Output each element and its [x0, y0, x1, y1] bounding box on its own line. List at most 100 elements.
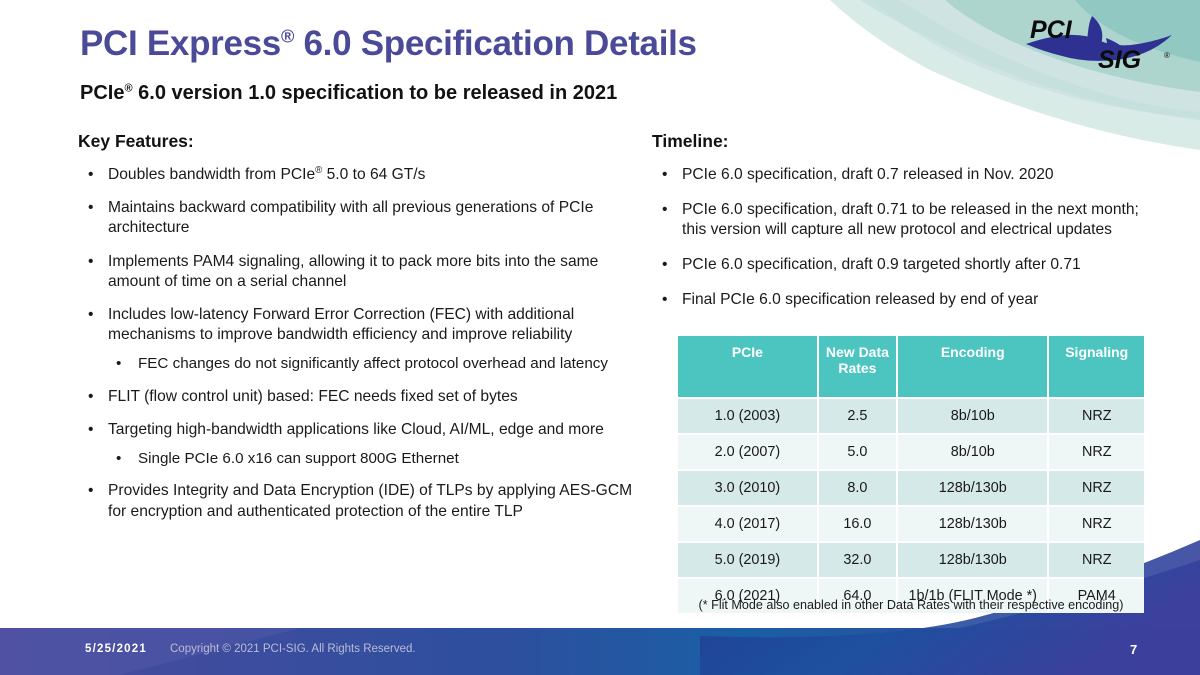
- sub-list-item-text: FEC changes do not significantly affect …: [138, 354, 608, 372]
- logo-registered-icon: ®: [1164, 51, 1170, 60]
- table-header-row: PCIe New Data Rates Encoding Signaling: [678, 336, 1144, 398]
- key-features-column: Key Features: • Doubles bandwidth from P…: [78, 131, 638, 535]
- bullet-icon: •: [88, 166, 94, 183]
- cell-data-rate: 2.5: [817, 397, 899, 434]
- cell-encoding: 1b/1b (FLIT Mode *): [897, 577, 1050, 613]
- bullet-icon: •: [662, 166, 668, 183]
- logo-pci-text: PCI: [1030, 16, 1073, 44]
- table-row: 5.0 (2019) 32.0 128b/130b NRZ: [678, 541, 1144, 578]
- cell-signaling: NRZ: [1048, 433, 1144, 470]
- subtitle-rest: 6.0 version 1.0 specification to be rele…: [132, 82, 618, 104]
- timeline-list: • PCIe 6.0 specification, draft 0.7 rele…: [652, 165, 1152, 311]
- sub-list-item-text: Single PCIe 6.0 x16 can support 800G Eth…: [138, 449, 459, 467]
- spec-table: PCIe New Data Rates Encoding Signaling 1…: [678, 336, 1144, 613]
- table-row: 1.0 (2003) 2.5 8b/10b NRZ: [678, 397, 1144, 434]
- list-item: • Includes low-latency Forward Error Cor…: [78, 305, 638, 374]
- bullet-icon: •: [116, 354, 122, 372]
- sub-list: • Single PCIe 6.0 x16 can support 800G E…: [108, 449, 638, 469]
- cell-version: 2.0 (2007): [678, 433, 819, 470]
- list-item-text: PCIe 6.0 specification, draft 0.9 target…: [682, 256, 1081, 274]
- bullet-icon: •: [88, 482, 94, 500]
- title-registered-icon: ®: [280, 26, 295, 47]
- list-item-text: Maintains backward compatibility with al…: [108, 199, 594, 237]
- bullet-icon: •: [88, 387, 94, 405]
- cell-version: 5.0 (2019): [678, 541, 819, 578]
- bullet-text-post: 5.0 to 64 GT/s: [322, 166, 426, 184]
- cell-signaling: NRZ: [1048, 469, 1144, 506]
- list-item: • Doubles bandwidth from PCIe® 5.0 to 64…: [78, 165, 638, 185]
- footer-date: 5/25/2021: [85, 643, 147, 655]
- sub-list-item: • Single PCIe 6.0 x16 can support 800G E…: [108, 449, 638, 469]
- cell-signaling: NRZ: [1048, 397, 1144, 434]
- cell-signaling: NRZ: [1048, 505, 1144, 542]
- timeline-column: Timeline: • PCIe 6.0 specification, draf…: [652, 131, 1152, 326]
- bullet-icon: •: [88, 305, 94, 323]
- list-item-text: Implements PAM4 signaling, allowing it t…: [108, 252, 599, 290]
- list-item: • Implements PAM4 signaling, allowing it…: [78, 252, 638, 292]
- list-item: • Maintains backward compatibility with …: [78, 198, 638, 238]
- list-item: • PCIe 6.0 specification, draft 0.7 rele…: [652, 165, 1152, 185]
- cell-encoding: 128b/130b: [897, 541, 1050, 578]
- cell-data-rate: 64.0: [817, 577, 899, 613]
- list-item-text: Includes low-latency Forward Error Corre…: [108, 305, 575, 343]
- list-item-text: PCIe 6.0 specification, draft 0.7 releas…: [682, 166, 1054, 183]
- list-item: • PCIe 6.0 specification, draft 0.9 targ…: [652, 255, 1152, 275]
- cell-data-rate: 5.0: [817, 433, 899, 470]
- cell-encoding: 8b/10b: [897, 397, 1050, 434]
- cell-version: 3.0 (2010): [678, 469, 819, 506]
- cell-signaling: NRZ: [1048, 541, 1144, 578]
- cell-signaling: PAM4: [1048, 577, 1144, 613]
- pci-sig-logo: PCI SIG ®: [1026, 16, 1172, 74]
- bullet-icon: •: [88, 252, 94, 270]
- cell-encoding: 8b/10b: [897, 433, 1050, 470]
- list-item-text: PCIe 6.0 specification, draft 0.71 to be…: [682, 201, 1139, 239]
- list-item-text: FLIT (flow control unit) based: FEC need…: [108, 387, 518, 405]
- table-row: 6.0 (2021) 64.0 1b/1b (FLIT Mode *) PAM4: [678, 577, 1144, 613]
- footer-copyright: Copyright © 2021 PCI-SIG. All Rights Res…: [170, 643, 416, 655]
- list-item-text: Doubles bandwidth from PCIe® 5.0 to 64 G…: [108, 165, 426, 184]
- timeline-heading: Timeline:: [652, 131, 729, 151]
- bullet-icon: •: [662, 201, 668, 219]
- subtitle-main: PCIe: [80, 82, 125, 104]
- cell-data-rate: 32.0: [817, 541, 899, 578]
- page-subtitle: PCIe® 6.0 version 1.0 specification to b…: [80, 82, 617, 105]
- sub-list: • FEC changes do not significantly affec…: [108, 354, 638, 374]
- table-row: 4.0 (2017) 16.0 128b/130b NRZ: [678, 505, 1144, 542]
- table-row: 3.0 (2010) 8.0 128b/130b NRZ: [678, 469, 1144, 506]
- sub-list-item: • FEC changes do not significantly affec…: [108, 354, 638, 374]
- registered-icon: ®: [315, 165, 323, 176]
- bullet-icon: •: [662, 256, 668, 274]
- subtitle-registered-icon: ®: [124, 82, 133, 95]
- column-header-pcie: PCIe: [678, 336, 819, 398]
- table-row: 2.0 (2007) 5.0 8b/10b NRZ: [678, 433, 1144, 470]
- title-rest: 6.0 Specification Details: [294, 24, 698, 63]
- list-item: • PCIe 6.0 specification, draft 0.71 to …: [652, 200, 1152, 240]
- logo-sig-text: SIG: [1098, 46, 1141, 74]
- cell-version: 4.0 (2017): [678, 505, 819, 542]
- spec-table-container: PCIe New Data Rates Encoding Signaling 1…: [678, 336, 1144, 613]
- cell-data-rate: 8.0: [817, 469, 899, 506]
- title-main: PCI Express: [80, 24, 281, 63]
- cell-version: 1.0 (2003): [678, 397, 819, 434]
- table-footnote: (* Flit Mode also enabled in other Data …: [698, 598, 1124, 612]
- column-header-signaling: Signaling: [1048, 336, 1144, 398]
- list-item: • Final PCIe 6.0 specification released …: [652, 290, 1152, 310]
- bullet-icon: •: [116, 449, 122, 467]
- list-item: • FLIT (flow control unit) based: FEC ne…: [78, 387, 638, 407]
- list-item: • Targeting high-bandwidth applications …: [78, 420, 638, 469]
- cell-encoding: 128b/130b: [897, 469, 1050, 506]
- column-header-new-data-rates: New Data Rates: [817, 336, 899, 398]
- list-item-text: Provides Integrity and Data Encryption (…: [108, 482, 633, 520]
- bullet-icon: •: [88, 199, 94, 217]
- column-header-encoding: Encoding: [897, 336, 1050, 398]
- list-item: • Provides Integrity and Data Encryption…: [78, 481, 638, 521]
- cell-data-rate: 16.0: [817, 505, 899, 542]
- cell-version: 6.0 (2021): [678, 577, 819, 613]
- page-title: PCI Express® 6.0 Specification Details: [80, 24, 697, 64]
- cell-encoding: 128b/130b: [897, 505, 1050, 542]
- footer-page-number: 7: [1130, 642, 1138, 657]
- bullet-icon: •: [662, 291, 668, 309]
- bullet-icon: •: [88, 420, 94, 438]
- list-item-text: Final PCIe 6.0 specification released by…: [682, 291, 1039, 309]
